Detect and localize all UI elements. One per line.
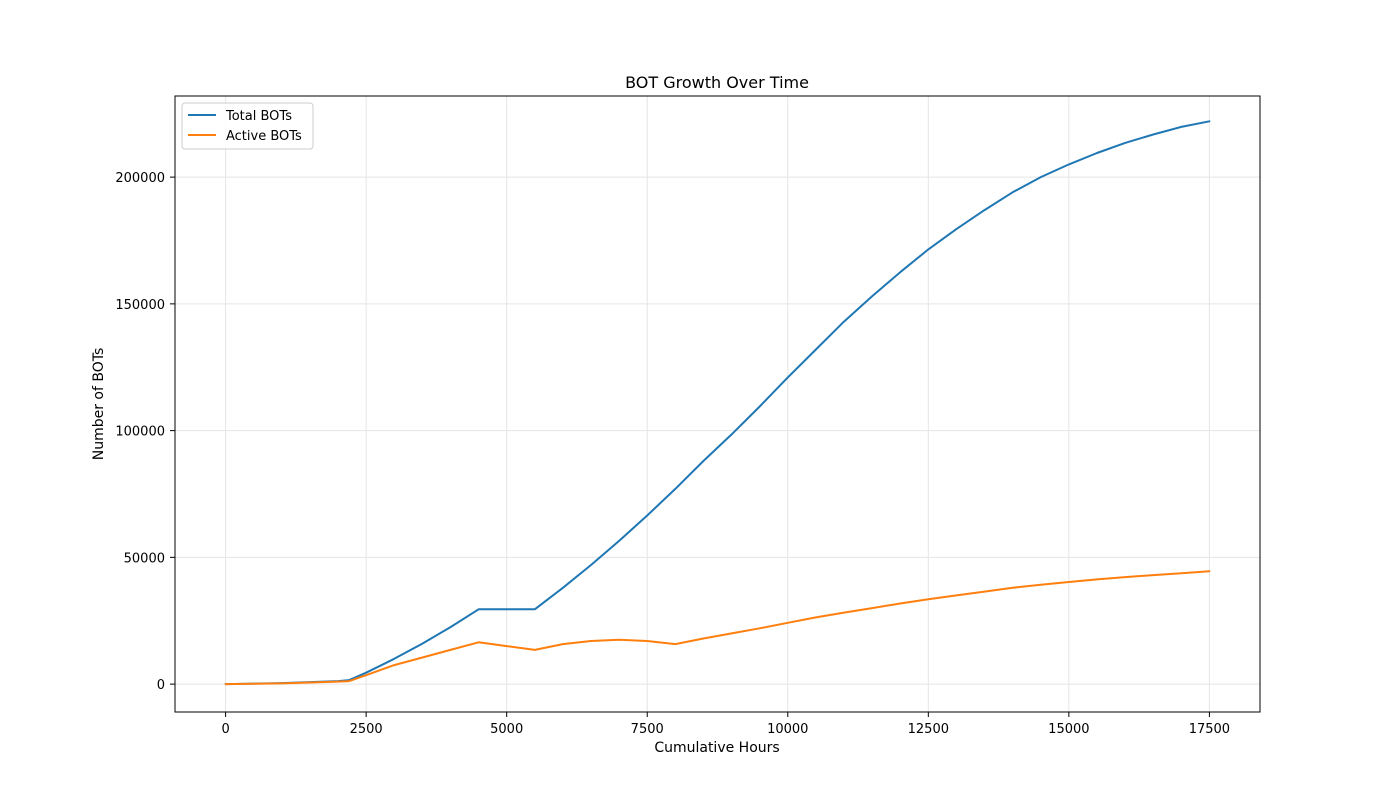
axis-ticks: 0 2500 5000 7500 10000 12500 15000 17500 0 50000 1… [115,171,1230,737]
x-tick-label: 7500 [631,722,664,737]
legend-label-total-bots: Total BOTs [225,109,292,124]
plot-frame [174,95,1261,713]
grid-lines [175,96,1260,712]
y-tick-label: 50000 [124,551,165,566]
legend-label-active-bots: Active BOTs [226,129,302,144]
x-tick-label: 12500 [908,722,949,737]
x-axis-title: Cumulative Hours [654,740,779,756]
chart-title: BOT Growth Over Time [625,73,809,92]
x-tick-label: 0 [221,722,229,737]
y-tick-label: 200000 [115,171,165,186]
y-tick-label: 100000 [115,425,165,440]
legend: Total BOTs Active BOTs [181,102,314,150]
x-tick-label: 17500 [1189,722,1230,737]
x-tick-label: 10000 [767,722,808,737]
y-tick-label: 0 [157,678,165,693]
series-line-total-bots [224,120,1211,686]
y-tick-label: 150000 [115,298,165,313]
x-tick-label: 15000 [1048,722,1089,737]
x-tick-label: 2500 [350,722,383,737]
y-axis-title: Number of BOTs [91,348,107,461]
series-layer [224,120,1211,686]
x-tick-label: 5000 [490,722,523,737]
series-line-active-bots [224,570,1211,686]
